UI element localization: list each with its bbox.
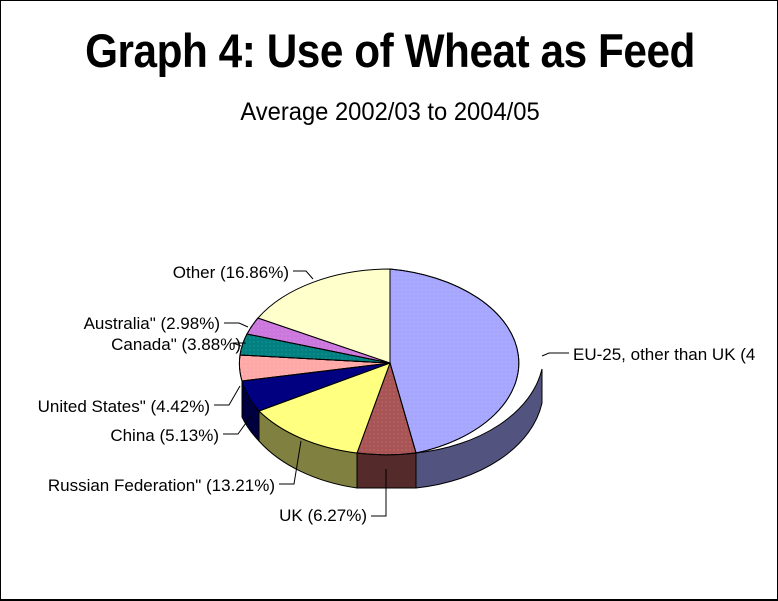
label-canada: Canada" (3.88%) — [111, 335, 241, 354]
label-eu: EU-25, other than UK (4 — [573, 345, 755, 364]
slice-russia — [258, 362, 391, 454]
label-other: Other (16.86%) — [173, 263, 289, 282]
leader-lines — [214, 270, 569, 517]
slice-other — [257, 268, 391, 364]
label-us: United States" (4.42%) — [38, 397, 210, 416]
label-china: China (5.13%) — [110, 426, 219, 445]
pie-top — [238, 268, 520, 456]
label-russia: Russian Federation" (13.21%) — [48, 476, 275, 495]
label-australia: Australia" (2.98%) — [84, 314, 220, 333]
chart-subtitle: Average 2002/03 to 2004/05 — [240, 98, 540, 126]
chart-title: Graph 4: Use of Wheat as Feed — [85, 24, 695, 77]
label-uk: UK (6.27%) — [279, 506, 367, 525]
